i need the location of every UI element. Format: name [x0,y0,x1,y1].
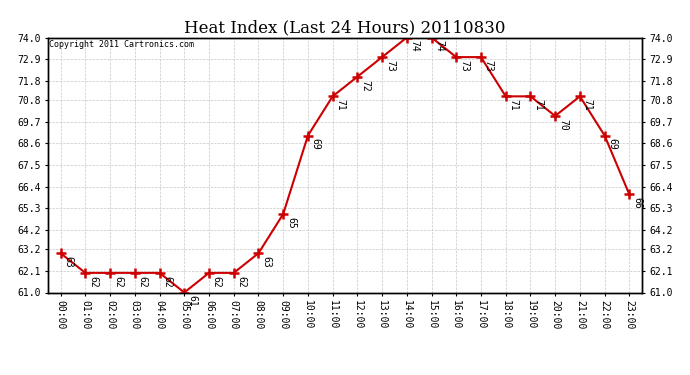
Text: 74: 74 [434,40,444,52]
Text: 73: 73 [484,60,494,72]
Text: 70: 70 [558,119,568,130]
Text: 71: 71 [335,99,346,111]
Text: 69: 69 [607,138,618,150]
Text: 62: 62 [88,276,98,287]
Text: 63: 63 [262,256,271,268]
Text: 69: 69 [310,138,321,150]
Text: 66: 66 [632,197,642,209]
Text: 71: 71 [509,99,518,111]
Title: Heat Index (Last 24 Hours) 20110830: Heat Index (Last 24 Hours) 20110830 [184,19,506,36]
Text: 65: 65 [286,217,296,229]
Text: Copyright 2011 Cartronics.com: Copyright 2011 Cartronics.com [50,40,195,49]
Text: 73: 73 [459,60,469,72]
Text: 71: 71 [533,99,543,111]
Text: 74: 74 [410,40,420,52]
Text: 62: 62 [212,276,221,287]
Text: 72: 72 [360,80,370,91]
Text: 73: 73 [385,60,395,72]
Text: 62: 62 [137,276,148,287]
Text: 62: 62 [162,276,172,287]
Text: 71: 71 [582,99,593,111]
Text: 62: 62 [237,276,246,287]
Text: 62: 62 [113,276,123,287]
Text: 61: 61 [187,295,197,307]
Text: 63: 63 [63,256,73,268]
